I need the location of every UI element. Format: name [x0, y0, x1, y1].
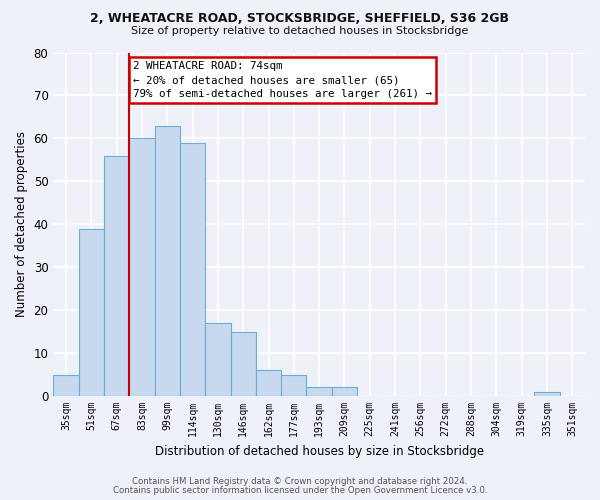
- Bar: [535, 392, 560, 396]
- Bar: [205, 323, 230, 396]
- Text: Contains public sector information licensed under the Open Government Licence v3: Contains public sector information licen…: [113, 486, 487, 495]
- Bar: [79, 228, 104, 396]
- Bar: [256, 370, 281, 396]
- Text: Size of property relative to detached houses in Stocksbridge: Size of property relative to detached ho…: [131, 26, 469, 36]
- Bar: [332, 388, 357, 396]
- Bar: [307, 388, 332, 396]
- Text: 2 WHEATACRE ROAD: 74sqm
← 20% of detached houses are smaller (65)
79% of semi-de: 2 WHEATACRE ROAD: 74sqm ← 20% of detache…: [133, 61, 432, 99]
- Text: Contains HM Land Registry data © Crown copyright and database right 2024.: Contains HM Land Registry data © Crown c…: [132, 477, 468, 486]
- Bar: [155, 126, 180, 396]
- Bar: [129, 138, 155, 396]
- X-axis label: Distribution of detached houses by size in Stocksbridge: Distribution of detached houses by size …: [155, 444, 484, 458]
- Bar: [104, 156, 129, 396]
- Bar: [281, 374, 307, 396]
- Y-axis label: Number of detached properties: Number of detached properties: [15, 132, 28, 318]
- Text: 2, WHEATACRE ROAD, STOCKSBRIDGE, SHEFFIELD, S36 2GB: 2, WHEATACRE ROAD, STOCKSBRIDGE, SHEFFIE…: [91, 12, 509, 26]
- Bar: [230, 332, 256, 396]
- Bar: [53, 374, 79, 396]
- Bar: [180, 142, 205, 396]
